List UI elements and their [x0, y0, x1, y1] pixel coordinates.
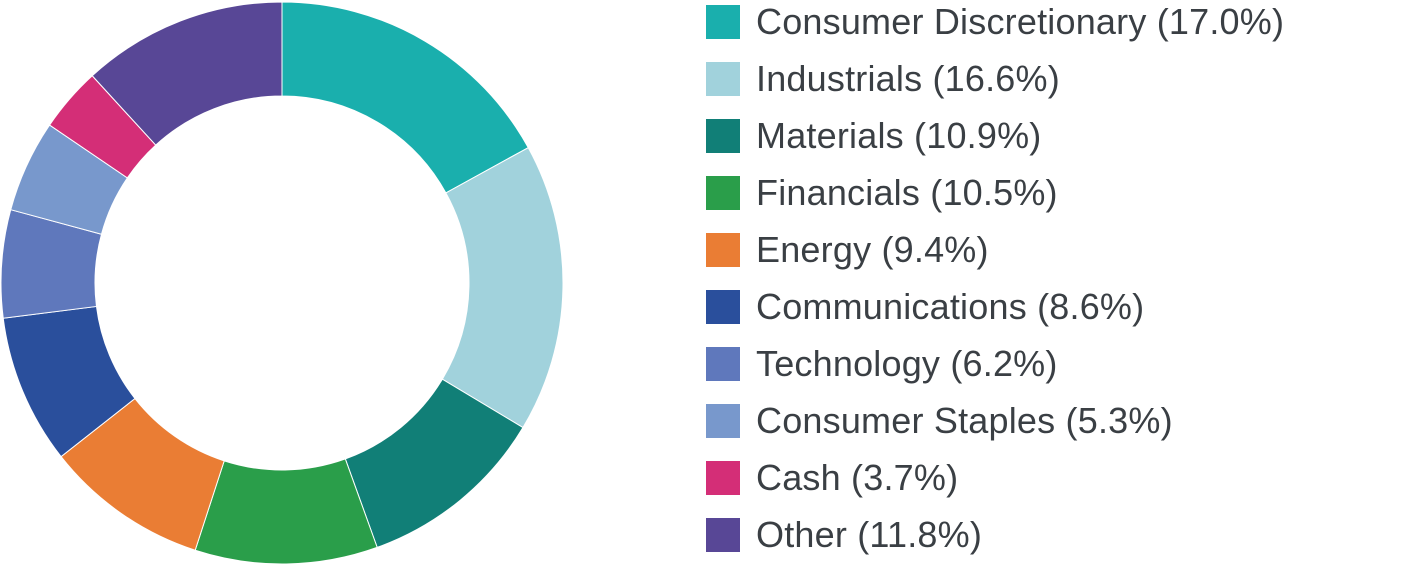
legend-label: Energy (9.4%): [756, 229, 989, 270]
legend-item-industrials: Industrials (16.6%): [706, 58, 1060, 99]
legend-swatch: [706, 176, 740, 210]
legend-item-consumer-staples: Consumer Staples (5.3%): [706, 400, 1173, 441]
legend-label: Industrials (16.6%): [756, 58, 1060, 99]
legend-item-cash: Cash (3.7%): [706, 457, 959, 498]
legend-label: Consumer Staples (5.3%): [756, 400, 1173, 441]
legend-swatch: [706, 518, 740, 552]
legend-swatch: [706, 461, 740, 495]
legend-item-financials: Financials (10.5%): [706, 172, 1058, 213]
donut-slice-financials: [194, 458, 378, 565]
legend-label: Materials (10.9%): [756, 115, 1042, 156]
legend-swatch: [706, 119, 740, 153]
legend-swatch: [706, 290, 740, 324]
legend-label: Cash (3.7%): [756, 457, 959, 498]
legend-swatch: [706, 404, 740, 438]
legend-swatch: [706, 62, 740, 96]
legend-label: Other (11.8%): [756, 514, 983, 555]
donut-chart: [0, 1, 564, 565]
legend-label: Technology (6.2%): [756, 343, 1058, 384]
legend-swatch: [706, 5, 740, 39]
legend-label: Communications (8.6%): [756, 286, 1145, 327]
legend-item-technology: Technology (6.2%): [706, 343, 1058, 384]
legend-label: Consumer Discretionary (17.0%): [756, 1, 1285, 42]
legend-swatch: [706, 347, 740, 381]
legend-label: Financials (10.5%): [756, 172, 1058, 213]
legend-item-energy: Energy (9.4%): [706, 229, 989, 270]
legend-item-consumer-discretionary: Consumer Discretionary (17.0%): [706, 1, 1285, 42]
donut-slice-industrials: [441, 146, 564, 429]
legend-item-materials: Materials (10.9%): [706, 115, 1042, 156]
legend-item-other: Other (11.8%): [706, 514, 983, 555]
donut-slice-other: [91, 1, 283, 146]
legend-item-communications: Communications (8.6%): [706, 286, 1145, 327]
donut-slice-consumer-discretionary: [281, 1, 529, 194]
legend-swatch: [706, 233, 740, 267]
chart-legend: Consumer Discretionary (17.0%) Industrial…: [706, 0, 1406, 565]
